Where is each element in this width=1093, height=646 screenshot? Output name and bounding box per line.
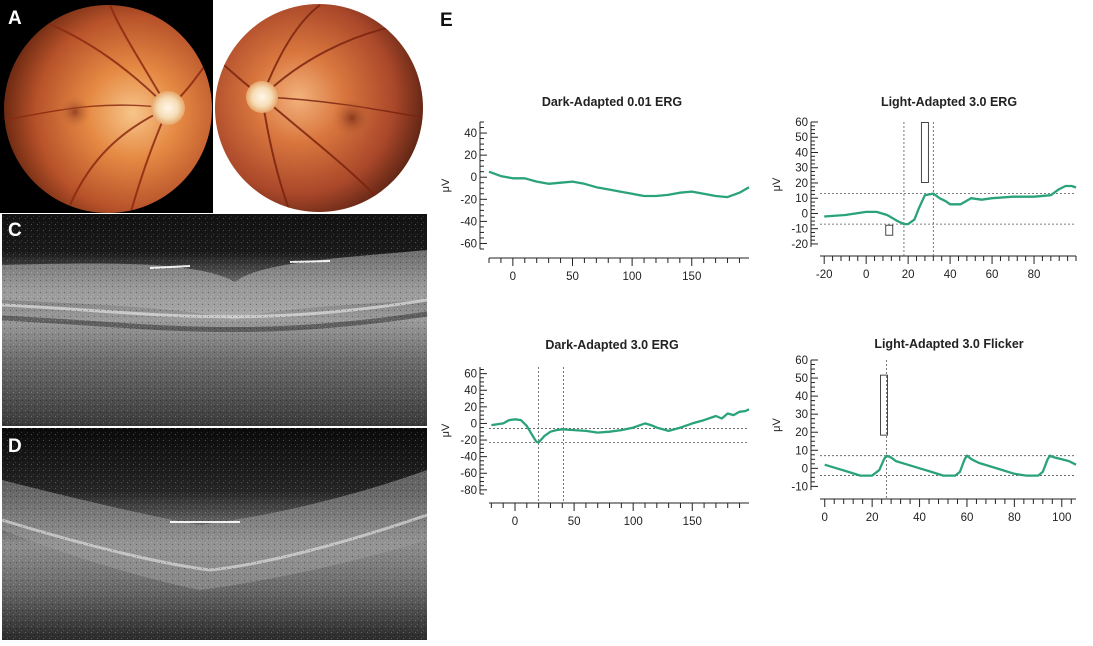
y-tick-label: 20	[464, 150, 477, 162]
marker-box	[885, 224, 894, 236]
x-tick-label: 20	[866, 512, 879, 524]
x-tick-label: 150	[682, 271, 701, 283]
y-tick-label: 20	[464, 402, 477, 414]
x-tick-label: 0	[510, 271, 516, 283]
y-axis-label: μV	[771, 418, 783, 432]
oct-scan-d: D	[1, 428, 428, 640]
y-tick-label: 0	[471, 418, 477, 430]
y-tick-label: -20	[460, 435, 477, 447]
y-tick-label: 40	[795, 391, 808, 403]
chart-title: Light-Adapted 3.0 Flicker	[874, 337, 1023, 351]
chart-light-adapted-flicker: Light-Adapted 3.0 FlickerμV6050403020100…	[771, 337, 1077, 524]
y-tick-label: 0	[802, 463, 808, 475]
x-tick-label: 100	[1052, 512, 1071, 524]
series-line	[488, 170, 750, 199]
y-tick-label: -20	[460, 194, 477, 206]
x-tick-label: 60	[986, 269, 999, 281]
x-tick-label: 0	[512, 516, 518, 528]
chart-dark-adapted-30: Dark-Adapted 3.0 ERG μV 60 40 20 0 -20 -40 -60 -8…	[440, 338, 750, 528]
chart-light-adapted-30: Light-Adapted 3.0 ERG μV 60 50 40 30 20 10 0 -10 -…	[771, 95, 1077, 281]
series-line	[824, 454, 1077, 477]
y-tick-label: -60	[460, 468, 477, 480]
y-tick-label: 10	[795, 445, 808, 457]
x-tick-label: 100	[623, 271, 642, 283]
x-tick-label: 20	[902, 269, 915, 281]
panel-label-b: B	[222, 8, 236, 29]
x-tick-label: 100	[624, 516, 643, 528]
x-tick-label: 80	[1028, 269, 1041, 281]
series-line	[491, 408, 750, 444]
y-tick-label: -40	[460, 452, 477, 464]
y-tick-label: -10	[791, 224, 808, 236]
y-tick-label: 50	[795, 373, 808, 385]
y-axis-label: μV	[440, 178, 452, 192]
fundus-photo-b: B	[215, 0, 427, 213]
y-tick-label: 60	[795, 117, 808, 129]
x-tick-label: 60	[961, 512, 974, 524]
series-line	[824, 184, 1077, 226]
chart-title: Light-Adapted 3.0 ERG	[881, 95, 1017, 109]
y-tick-label: 0	[471, 172, 477, 184]
chart-title: Dark-Adapted 3.0 ERG	[545, 338, 678, 352]
x-tick-label: 40	[913, 512, 926, 524]
x-tick-label: 80	[1008, 512, 1021, 524]
y-tick-label: 60	[464, 369, 477, 381]
y-tick-label: 50	[795, 132, 808, 144]
y-tick-label: 40	[464, 385, 477, 397]
y-tick-label: 40	[464, 128, 477, 140]
y-tick-label: -10	[791, 481, 808, 493]
chart-dark-adapted-001: Dark-Adapted 0.01 ERG μV 40 20 0 -20 -40 -60 0 50…	[440, 95, 750, 283]
y-tick-label: 40	[795, 147, 808, 159]
oct-scan-c: C	[1, 214, 428, 426]
marker-box	[880, 374, 888, 436]
fundus-photo-a: A	[0, 0, 213, 213]
chart-title: Dark-Adapted 0.01 ERG	[542, 95, 682, 109]
y-tick-label: -20	[791, 239, 808, 251]
y-axis-label: μV	[440, 423, 452, 437]
x-tick-label: 50	[568, 516, 581, 528]
x-tick-label: 50	[566, 271, 579, 283]
y-tick-label: -40	[460, 216, 477, 228]
x-tick-label: 150	[683, 516, 702, 528]
y-tick-label: 30	[795, 409, 808, 421]
y-tick-label: 0	[802, 208, 808, 220]
y-tick-label: 10	[795, 193, 808, 205]
y-tick-label: 30	[795, 163, 808, 175]
y-tick-label: -60	[460, 238, 477, 250]
y-tick-label: 20	[795, 178, 808, 190]
y-tick-label: 20	[795, 427, 808, 439]
panel-label-e: E	[440, 10, 453, 31]
x-tick-label: 40	[944, 269, 957, 281]
panel-label-d: D	[8, 436, 22, 457]
x-tick-label: 0	[863, 269, 869, 281]
x-tick-label: -20	[816, 269, 833, 281]
y-tick-label: 60	[795, 355, 808, 367]
x-tick-label: 0	[822, 512, 828, 524]
y-tick-label: -80	[460, 485, 477, 497]
marker-box	[920, 122, 929, 183]
panel-label-c: C	[8, 220, 22, 241]
y-axis-label: μV	[771, 177, 783, 191]
panel-label-a: A	[8, 8, 22, 29]
